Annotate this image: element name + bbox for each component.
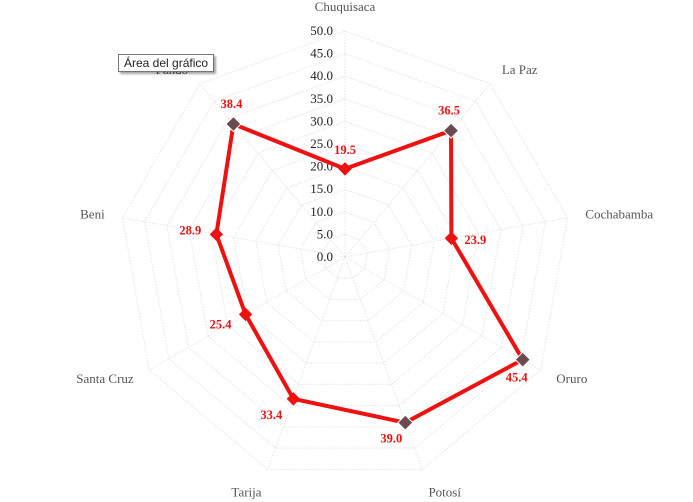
data-point-marker[interactable] xyxy=(444,231,459,245)
series xyxy=(209,115,531,431)
data-label: 25.4 xyxy=(210,317,233,331)
category-label: Tarija xyxy=(231,484,261,499)
grid-ring xyxy=(233,143,457,364)
data-labels: 19.5 36.5 23.9 45.4 39.0 33.4 25.4 28.9 38.4 xyxy=(179,97,528,446)
data-point-marker[interactable] xyxy=(397,414,414,431)
axis-tick-label: 40.0 xyxy=(310,68,333,83)
axis-tick-label: 25.0 xyxy=(310,136,333,151)
category-label: Chuquisaca xyxy=(315,0,376,14)
data-point-marker[interactable] xyxy=(209,227,224,242)
data-point-marker[interactable] xyxy=(514,351,531,368)
axis-tick-label: 45.0 xyxy=(310,46,333,61)
data-label: 33.4 xyxy=(260,408,283,422)
data-label: 39.0 xyxy=(380,432,402,446)
grid-ring xyxy=(277,188,413,322)
category-label: Santa Cruz xyxy=(76,371,134,386)
data-point-marker[interactable] xyxy=(442,122,460,139)
grid-ring xyxy=(322,233,368,279)
data-point-marker[interactable] xyxy=(238,307,253,322)
category-label: La Paz xyxy=(502,62,538,77)
grid xyxy=(121,30,569,470)
category-label: Oruro xyxy=(556,371,587,386)
grid-ring xyxy=(121,30,569,470)
series-line[interactable] xyxy=(214,121,526,425)
axis-tick-label: 35.0 xyxy=(310,91,333,106)
data-label: 45.4 xyxy=(506,371,529,385)
axis-tick-label: 10.0 xyxy=(310,204,333,219)
data-label: 36.5 xyxy=(438,104,460,118)
data-label: 19.5 xyxy=(334,143,356,157)
data-label: 23.9 xyxy=(464,233,486,247)
category-label: Beni xyxy=(80,207,105,222)
data-label: 28.9 xyxy=(179,223,201,237)
category-label: Cochabamba xyxy=(585,207,653,222)
category-label: Potosí xyxy=(428,484,461,499)
data-label: 38.4 xyxy=(220,97,243,111)
grid-spoke xyxy=(267,256,346,470)
axis-tick-label: 0.0 xyxy=(317,249,333,264)
grid-ring xyxy=(188,98,502,407)
data-point-marker[interactable] xyxy=(286,392,301,406)
axis-tick-label: 5.0 xyxy=(317,226,333,241)
axis-tick-label: 50.0 xyxy=(310,23,333,38)
axis-tick-label: 30.0 xyxy=(310,113,333,128)
radial-axis: 0.05.010.015.020.025.030.035.040.045.050… xyxy=(310,23,333,264)
grid-spoke xyxy=(344,83,491,258)
category-labels: Chuquisaca La Paz Cochabamba Oruro Potosí Tar… xyxy=(76,0,653,499)
axis-tick-label: 15.0 xyxy=(310,181,333,196)
grid-ring xyxy=(166,75,524,428)
grid-ring xyxy=(210,120,480,385)
grid-ring xyxy=(299,211,391,300)
data-point-marker[interactable] xyxy=(338,162,352,176)
data-point-marker[interactable] xyxy=(225,115,242,133)
chart-area-tooltip: Área del gráfico xyxy=(118,54,215,72)
